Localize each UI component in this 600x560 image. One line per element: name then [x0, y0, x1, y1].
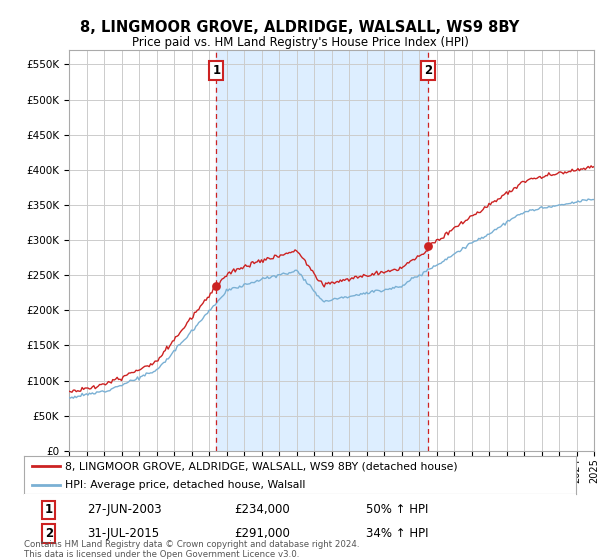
Text: Contains HM Land Registry data © Crown copyright and database right 2024.
This d: Contains HM Land Registry data © Crown c…: [24, 540, 359, 559]
Text: 27-JUN-2003: 27-JUN-2003: [88, 503, 162, 516]
Text: 8, LINGMOOR GROVE, ALDRIDGE, WALSALL, WS9 8BY (detached house): 8, LINGMOOR GROVE, ALDRIDGE, WALSALL, WS…: [65, 461, 458, 471]
Text: 2: 2: [45, 527, 53, 540]
Point: [211, 282, 221, 291]
Text: £234,000: £234,000: [234, 503, 290, 516]
Text: 1: 1: [45, 503, 53, 516]
Text: 34% ↑ HPI: 34% ↑ HPI: [366, 527, 429, 540]
Text: 8, LINGMOOR GROVE, ALDRIDGE, WALSALL, WS9 8BY: 8, LINGMOOR GROVE, ALDRIDGE, WALSALL, WS…: [80, 20, 520, 35]
Text: HPI: Average price, detached house, Walsall: HPI: Average price, detached house, Wals…: [65, 480, 306, 490]
Text: £291,000: £291,000: [234, 527, 290, 540]
Text: 2: 2: [424, 64, 432, 77]
Text: Price paid vs. HM Land Registry's House Price Index (HPI): Price paid vs. HM Land Registry's House …: [131, 36, 469, 49]
Text: 31-JUL-2015: 31-JUL-2015: [88, 527, 160, 540]
Bar: [216, 50, 428, 451]
Text: 1: 1: [212, 64, 220, 77]
Point: [423, 242, 433, 251]
Text: 50% ↑ HPI: 50% ↑ HPI: [366, 503, 428, 516]
